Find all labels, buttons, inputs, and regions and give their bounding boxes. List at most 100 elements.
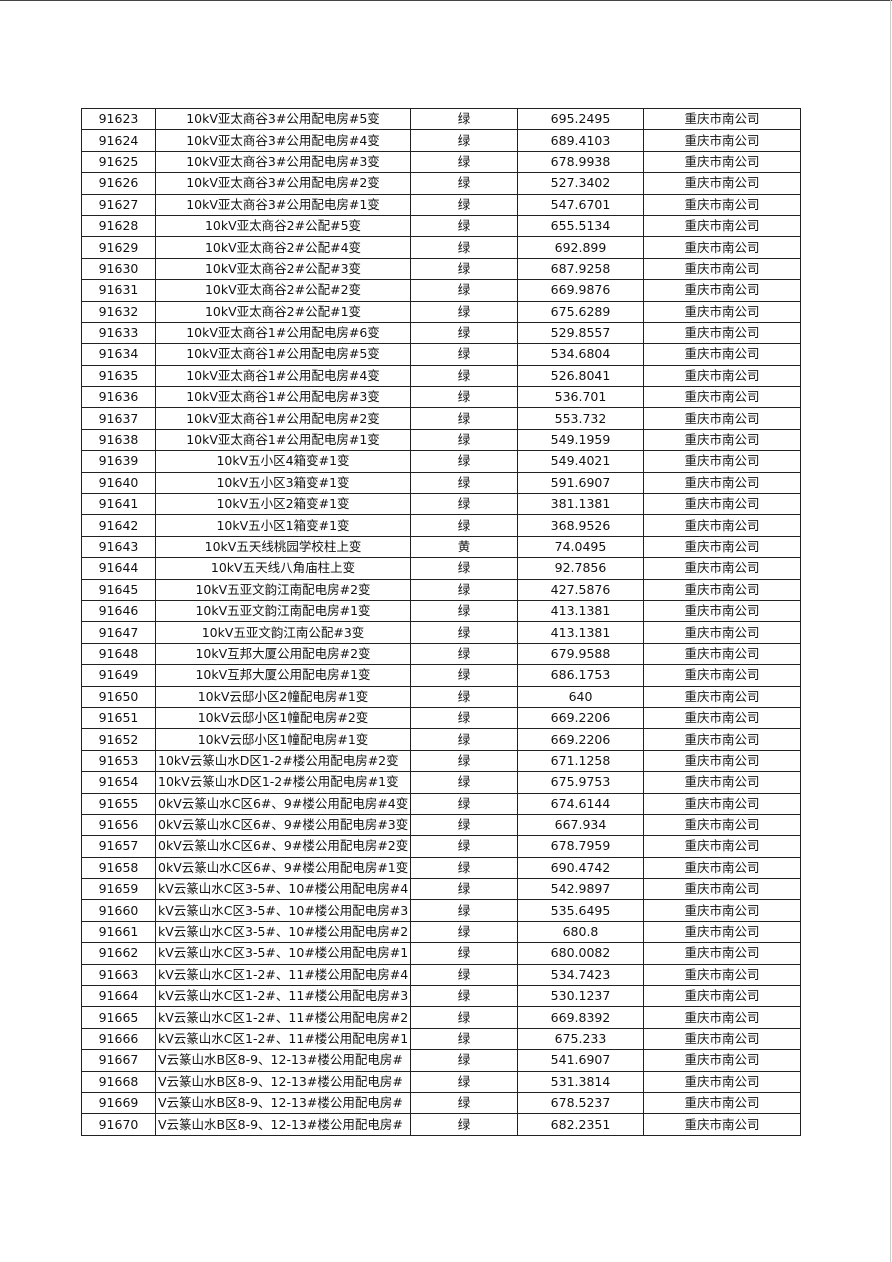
cell-id: 91641 [81, 493, 156, 516]
cell-company: 重庆市南公司 [643, 193, 801, 216]
cell-id: 91629 [81, 236, 156, 259]
cell-status: 绿 [410, 685, 518, 708]
cell-name: 10kV亚太商谷1#公用配电房#5变 [155, 343, 411, 366]
cell-value: 542.9897 [517, 878, 644, 901]
cell-name: 10kV亚太商谷1#公用配电房#3变 [155, 386, 411, 409]
cell-value: 549.1959 [517, 428, 644, 452]
cell-value: 547.6701 [517, 193, 644, 216]
cell-name: 0kV云篆山水C区6#、9#楼公用配电房#4变 [155, 792, 411, 815]
cell-id: 91635 [81, 364, 156, 388]
cell-id: 91653 [81, 749, 156, 773]
table-row: 91632 10kV亚太商谷2#公配#1变绿 675.6289 重庆市南公司 [81, 300, 801, 323]
cell-id: 91628 [81, 214, 156, 238]
cell-name: kV云篆山水C区3-5#、10#楼公用配电房#1 [155, 942, 411, 965]
cell-name: 0kV云篆山水C区6#、9#楼公用配电房#1变 [155, 856, 411, 880]
cell-status: 绿 [410, 386, 518, 409]
cell-id: 91642 [81, 514, 156, 537]
cell-value: 671.1258 [517, 749, 644, 773]
table-row: 91627 10kV亚太商谷3#公用配电房#1变绿 547.6701 重庆市南公司 [81, 193, 801, 216]
cell-id: 91630 [81, 257, 156, 281]
cell-value: 529.8557 [517, 321, 644, 345]
cell-id: 91669 [81, 1091, 156, 1115]
cell-status: 绿 [410, 236, 518, 259]
cell-value: 678.5237 [517, 1091, 644, 1115]
cell-id: 91658 [81, 856, 156, 880]
cell-name: kV云篆山水C区1-2#、11#楼公用配电房#3 [155, 985, 411, 1008]
cell-id: 91633 [81, 321, 156, 345]
cell-value: 674.6144 [517, 792, 644, 815]
table-row: 91657 0kV云篆山水C区6#、9#楼公用配电房#2变绿 678.7959 重庆市… [81, 835, 801, 858]
cell-id: 91660 [81, 899, 156, 922]
cell-status: 绿 [410, 1091, 518, 1115]
table-row: 91648 10kV互邦大厦公用配电房#2变绿 679.9588 重庆市南公司 [81, 642, 801, 666]
cell-status: 绿 [410, 621, 518, 644]
cell-company: 重庆市南公司 [643, 386, 801, 409]
cell-id: 91662 [81, 942, 156, 965]
table-row: 91636 10kV亚太商谷1#公用配电房#3变绿 536.701 重庆市南公司 [81, 386, 801, 409]
cell-company: 重庆市南公司 [643, 835, 801, 858]
cell-name: kV云篆山水C区3-5#、10#楼公用配电房#3 [155, 899, 411, 922]
cell-company: 重庆市南公司 [643, 364, 801, 388]
cell-id: 91668 [81, 1070, 156, 1093]
cell-id: 91667 [81, 1049, 156, 1072]
table-row: 91647 10kV五亚文韵江南公配#3变绿 413.1381 重庆市南公司 [81, 621, 801, 644]
cell-id: 91657 [81, 835, 156, 858]
cell-company: 重庆市南公司 [643, 107, 801, 131]
cell-value: 541.6907 [517, 1049, 644, 1072]
cell-id: 91648 [81, 642, 156, 666]
table-row: 91625 10kV亚太商谷3#公用配电房#3变绿 678.9938 重庆市南公司 [81, 150, 801, 174]
cell-value: 591.6907 [517, 471, 644, 495]
cell-value: 74.0495 [517, 535, 644, 559]
cell-id: 91666 [81, 1027, 156, 1051]
cell-status: 绿 [410, 963, 518, 987]
cell-name: 10kV亚太商谷2#公配#1变 [155, 300, 411, 323]
cell-company: 重庆市南公司 [643, 129, 801, 152]
cell-id: 91624 [81, 129, 156, 152]
cell-id: 91643 [81, 535, 156, 559]
cell-value: 368.9526 [517, 514, 644, 537]
cell-name: 10kV云邸小区1幢配电房#1变 [155, 728, 411, 751]
cell-name: 10kV云篆山水D区1-2#楼公用配电房#2变 [155, 749, 411, 773]
cell-company: 重庆市南公司 [643, 1049, 801, 1072]
cell-id: 91631 [81, 279, 156, 302]
cell-value: 553.732 [517, 407, 644, 430]
cell-value: 536.701 [517, 386, 644, 409]
table-row: 91629 10kV亚太商谷2#公配#4变绿 692.899 重庆市南公司 [81, 236, 801, 259]
cell-name: kV云篆山水C区1-2#、11#楼公用配电房#2 [155, 1006, 411, 1029]
cell-value: 682.2351 [517, 1113, 644, 1136]
table-row: 91669 V云篆山水B区8-9、12-13#楼公用配电房# 绿 678.5237 重庆… [81, 1091, 801, 1115]
cell-value: 675.233 [517, 1027, 644, 1051]
cell-company: 重庆市南公司 [643, 706, 801, 730]
cell-name: kV云篆山水C区3-5#、10#楼公用配电房#4 [155, 878, 411, 901]
cell-status: 黄 [410, 535, 518, 559]
cell-status: 绿 [410, 428, 518, 452]
table-row: 91643 10kV五天线桃园学校柱上变黄 74.0495 重庆市南公司 [81, 535, 801, 559]
cell-name: 10kV互邦大厦公用配电房#1变 [155, 664, 411, 687]
cell-status: 绿 [410, 300, 518, 323]
cell-name: 10kV五天线八角庙柱上变 [155, 557, 411, 580]
cell-company: 重庆市南公司 [643, 985, 801, 1008]
cell-id: 91627 [81, 193, 156, 216]
page-right-border [890, 0, 891, 1262]
cell-company: 重庆市南公司 [643, 514, 801, 537]
cell-value: 381.1381 [517, 493, 644, 516]
cell-name: 0kV云篆山水C区6#、9#楼公用配电房#2变 [155, 835, 411, 858]
cell-id: 91638 [81, 428, 156, 452]
cell-company: 重庆市南公司 [643, 856, 801, 880]
cell-value: 530.1237 [517, 985, 644, 1008]
cell-name: 10kV五亚文韵江南配电房#1变 [155, 599, 411, 623]
cell-id: 91661 [81, 920, 156, 944]
cell-name: 10kV亚太商谷2#公配#3变 [155, 257, 411, 281]
table-row: 91633 10kV亚太商谷1#公用配电房#6变绿 529.8557 重庆市南公司 [81, 321, 801, 345]
cell-company: 重庆市南公司 [643, 792, 801, 815]
table-row: 91624 10kV亚太商谷3#公用配电房#4变绿 689.4103 重庆市南公司 [81, 129, 801, 152]
cell-id: 91640 [81, 471, 156, 495]
cell-id: 91626 [81, 172, 156, 195]
cell-name: 10kV亚太商谷2#公配#4变 [155, 236, 411, 259]
cell-status: 绿 [410, 471, 518, 495]
cell-status: 绿 [410, 107, 518, 131]
cell-value: 92.7856 [517, 557, 644, 580]
cell-value: 535.6495 [517, 899, 644, 922]
cell-status: 绿 [410, 856, 518, 880]
cell-id: 91670 [81, 1113, 156, 1136]
